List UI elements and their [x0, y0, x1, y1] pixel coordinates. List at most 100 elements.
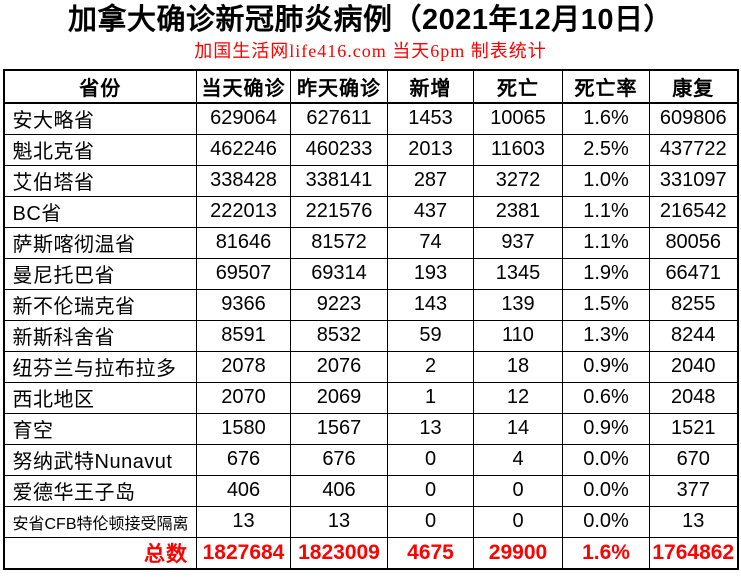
new-cases-cell: 0 — [387, 505, 474, 538]
province-cell: 新斯科舍省 — [3, 319, 197, 352]
deaths-cell: 4 — [473, 443, 563, 476]
today-confirmed-cell: 2078 — [196, 350, 291, 383]
death-rate-cell: 0.0% — [562, 443, 650, 476]
yesterday-confirmed-cell: 9223 — [290, 288, 388, 321]
death-rate-cell: 0.6% — [562, 381, 650, 414]
death-rate-cell: 1.6% — [562, 102, 650, 135]
recovered-cell: 66471 — [649, 257, 738, 290]
column-header-death-rate: 死亡率 — [562, 69, 650, 104]
death-rate-cell: 1.6% — [562, 536, 650, 569]
column-header-recovered: 康复 — [649, 69, 738, 104]
province-cell: 西北地区 — [3, 381, 197, 414]
new-cases-cell: 13 — [387, 412, 474, 445]
recovered-cell: 437722 — [649, 133, 738, 166]
column-header-today-confirmed: 当天确诊 — [196, 69, 291, 104]
death-rate-cell: 0.0% — [562, 474, 650, 507]
deaths-cell: 110 — [473, 319, 563, 352]
yesterday-confirmed-cell: 676 — [290, 443, 388, 476]
table-row: 曼尼托巴省 69507 69314 193 1345 1.9% 66471 — [3, 257, 738, 290]
recovered-cell: 331097 — [649, 164, 738, 197]
today-confirmed-cell: 1580 — [196, 412, 291, 445]
recovered-cell: 1764862 — [649, 536, 738, 569]
new-cases-cell: 0 — [387, 443, 474, 476]
recovered-cell: 13 — [649, 505, 738, 538]
today-confirmed-cell: 629064 — [196, 102, 291, 135]
new-cases-cell: 74 — [387, 226, 474, 259]
death-rate-cell: 2.5% — [562, 133, 650, 166]
today-confirmed-cell: 222013 — [196, 195, 291, 228]
new-cases-cell: 2 — [387, 350, 474, 383]
deaths-cell: 11603 — [473, 133, 563, 166]
new-cases-cell: 59 — [387, 319, 474, 352]
death-rate-cell: 1.9% — [562, 257, 650, 290]
province-cell: 总数 — [3, 536, 197, 569]
death-rate-cell: 1.1% — [562, 226, 650, 259]
deaths-cell: 937 — [473, 226, 563, 259]
deaths-cell: 29900 — [473, 536, 563, 569]
province-cell: 纽芬兰与拉布拉多 — [3, 350, 197, 383]
deaths-cell: 3272 — [473, 164, 563, 197]
covid-cases-table: 省份 当天确诊 昨天确诊 新增 死亡 死亡率 康复 安大略省 629064 62… — [2, 69, 739, 570]
province-cell: 安大略省 — [3, 102, 197, 135]
today-confirmed-cell: 69507 — [196, 257, 291, 290]
new-cases-cell: 437 — [387, 195, 474, 228]
yesterday-confirmed-cell: 460233 — [290, 133, 388, 166]
province-cell: BC省 — [3, 195, 197, 228]
recovered-cell: 2048 — [649, 381, 738, 414]
death-rate-cell: 1.0% — [562, 164, 650, 197]
recovered-cell: 80056 — [649, 226, 738, 259]
table-row: 努纳武特Nunavut 676 676 0 4 0.0% 670 — [3, 443, 738, 476]
table-row: 新不伦瑞克省 9366 9223 143 139 1.5% 8255 — [3, 288, 738, 321]
table-row: 艾伯塔省 338428 338141 287 3272 1.0% 331097 — [3, 164, 738, 197]
deaths-cell: 139 — [473, 288, 563, 321]
table-row: 育空 1580 1567 13 14 0.9% 1521 — [3, 412, 738, 445]
yesterday-confirmed-cell: 1567 — [290, 412, 388, 445]
yesterday-confirmed-cell: 338141 — [290, 164, 388, 197]
table-header: 省份 当天确诊 昨天确诊 新增 死亡 死亡率 康复 — [3, 69, 738, 104]
new-cases-cell: 2013 — [387, 133, 474, 166]
recovered-cell: 377 — [649, 474, 738, 507]
new-cases-cell: 287 — [387, 164, 474, 197]
deaths-cell: 0 — [473, 505, 563, 538]
province-cell: 育空 — [3, 412, 197, 445]
table-row: 西北地区 2070 2069 1 12 0.6% 2048 — [3, 381, 738, 414]
today-confirmed-cell: 13 — [196, 505, 291, 538]
today-confirmed-cell: 2070 — [196, 381, 291, 414]
recovered-cell: 1521 — [649, 412, 738, 445]
yesterday-confirmed-cell: 2076 — [290, 350, 388, 383]
column-header-deaths: 死亡 — [473, 69, 563, 104]
deaths-cell: 2381 — [473, 195, 563, 228]
province-cell: 爱德华王子岛 — [3, 474, 197, 507]
today-confirmed-cell: 462246 — [196, 133, 291, 166]
yesterday-confirmed-cell: 69314 — [290, 257, 388, 290]
table-row: BC省 222013 221576 437 2381 1.1% 216542 — [3, 195, 738, 228]
new-cases-cell: 0 — [387, 474, 474, 507]
table-row: 安省CFB特伦顿接受隔离 13 13 0 0 0.0% 13 — [3, 505, 738, 538]
yesterday-confirmed-cell: 1823009 — [290, 536, 388, 569]
new-cases-cell: 4675 — [387, 536, 474, 569]
death-rate-cell: 1.5% — [562, 288, 650, 321]
today-confirmed-cell: 676 — [196, 443, 291, 476]
total-row: 总数 1827684 1823009 4675 29900 1.6% 17648… — [3, 536, 738, 569]
deaths-cell: 18 — [473, 350, 563, 383]
table-row: 纽芬兰与拉布拉多 2078 2076 2 18 0.9% 2040 — [3, 350, 738, 383]
province-cell: 魁北克省 — [3, 133, 197, 166]
today-confirmed-cell: 406 — [196, 474, 291, 507]
yesterday-confirmed-cell: 13 — [290, 505, 388, 538]
province-cell: 萨斯喀彻温省 — [3, 226, 197, 259]
new-cases-cell: 1 — [387, 381, 474, 414]
yesterday-confirmed-cell: 406 — [290, 474, 388, 507]
table-row: 萨斯喀彻温省 81646 81572 74 937 1.1% 80056 — [3, 226, 738, 259]
page-title: 加拿大确诊新冠肺炎病例（2021年12月10日） — [67, 4, 674, 36]
death-rate-cell: 0.9% — [562, 412, 650, 445]
recovered-cell: 8244 — [649, 319, 738, 352]
today-confirmed-cell: 81646 — [196, 226, 291, 259]
province-cell: 安省CFB特伦顿接受隔离 — [3, 505, 197, 538]
today-confirmed-cell: 338428 — [196, 164, 291, 197]
province-cell: 新不伦瑞克省 — [3, 288, 197, 321]
page-subtitle: 加国生活网life416.com 当天6pm 制表统计 — [194, 41, 547, 61]
today-confirmed-cell: 8591 — [196, 319, 291, 352]
province-cell: 曼尼托巴省 — [3, 257, 197, 290]
column-header-yesterday-confirmed: 昨天确诊 — [290, 69, 388, 104]
